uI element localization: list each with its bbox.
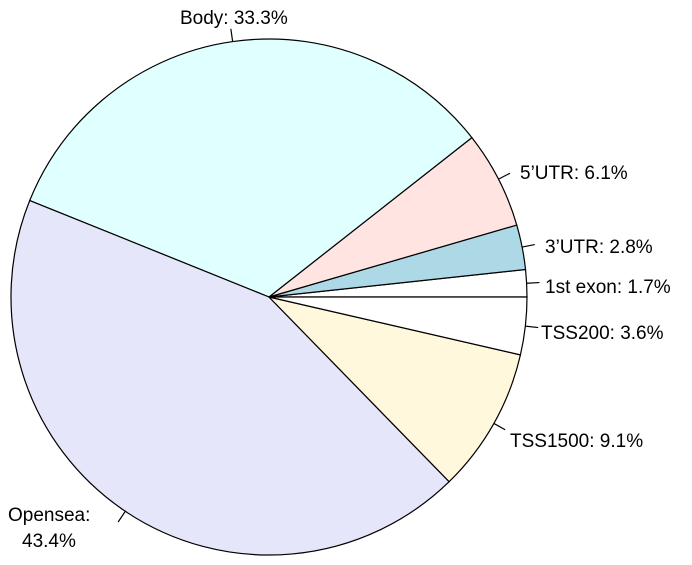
leader-3utr: [522, 243, 535, 248]
label-tss1500: TSS1500: 9.1%: [510, 431, 643, 452]
slice-opensea: [10, 199, 450, 556]
slice-body: [28, 38, 473, 298]
leader-opensea: [117, 510, 126, 523]
label-1st-exon: 1st exon: 1.7%: [545, 277, 671, 298]
slice-tss200: [268, 296, 528, 356]
leader-lines: [117, 28, 540, 523]
leader-tss1500: [493, 422, 506, 431]
leader-body: [230, 28, 234, 42]
label-tss200: TSS200: 3.6%: [541, 323, 664, 344]
label-body: Body: 33.3%: [180, 8, 288, 29]
label-opensea-value: 43.4%: [22, 531, 76, 552]
label-opensea: Opensea:: [8, 505, 90, 526]
leader-1st-exon: [526, 281, 540, 284]
label-5utr: 5’UTR: 6.1%: [520, 163, 628, 184]
label-3utr: 3’UTR: 2.8%: [545, 237, 653, 258]
leader-tss200: [525, 325, 539, 329]
leader-5utr: [498, 172, 511, 180]
pie-slices: [10, 38, 528, 556]
